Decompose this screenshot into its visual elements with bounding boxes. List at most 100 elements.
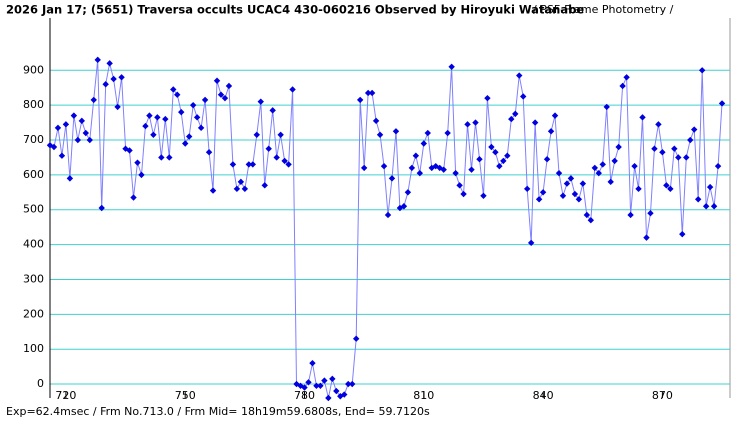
data-point [623,74,630,81]
data-point [158,154,165,161]
data-point [714,162,722,170]
y-tick-label: 800 [23,98,44,111]
data-point [201,96,209,104]
y-tick-label: 600 [23,168,44,181]
data-point [555,169,563,177]
light-curve [49,59,723,399]
data-point [563,180,571,187]
data-point [237,178,245,186]
data-point [305,379,312,386]
data-point [547,128,555,135]
data-point [527,239,535,247]
data-point [607,178,614,186]
data-point [631,162,638,170]
data-point [325,394,332,402]
data-point [472,119,479,126]
data-point [213,77,221,84]
y-tick-label: 200 [23,307,44,320]
data-point [679,230,686,238]
data-point [575,196,583,203]
x-tick-label: 810 [413,389,434,402]
data-point [420,140,428,147]
data-point [683,154,690,161]
data-point [603,103,610,111]
chart-title: 2026 Jan 17; (5651) Traversa occults UCA… [6,3,584,17]
data-point [185,133,193,140]
data-point [249,161,257,168]
data-point [329,375,336,383]
data-point [583,211,591,219]
chart-subtitle: / PSF-Frame Photometry / [533,3,674,16]
data-point [694,196,702,203]
data-point [126,147,133,154]
data-point [460,190,467,198]
data-point [82,129,89,137]
data-point [651,145,658,152]
data-point [50,143,58,151]
data-point [197,124,205,132]
data-point [639,114,646,121]
y-tick-label: 0 [37,377,44,390]
data-point [269,107,276,114]
data-point [659,149,666,156]
data-point [599,161,606,168]
data-point [448,63,455,71]
data-point [62,121,70,128]
data-point [86,136,93,144]
data-point [488,143,495,151]
data-point [504,152,511,159]
data-point [392,128,400,135]
data-point [647,210,654,217]
data-point [154,114,161,121]
data-point [535,196,543,203]
data-point [106,60,113,67]
data-point [182,140,189,147]
data-point [189,101,197,109]
data-point [452,169,459,177]
y-tick-label: 700 [23,133,44,146]
data-point [257,98,264,105]
data-point [484,94,491,102]
data-point [496,162,503,170]
data-point [643,234,650,241]
data-point [352,335,360,342]
data-point [543,155,551,163]
data-point [591,164,598,172]
data-point [193,114,201,121]
data-point [404,189,412,196]
data-point [245,161,253,168]
data-point [142,122,149,130]
data-point [416,169,424,177]
data-point [54,124,62,132]
data-point [225,82,233,90]
x-tick-label: 840 [533,389,554,402]
data-point [380,162,388,170]
data-point [229,161,237,168]
data-point [309,359,316,367]
data-point [94,56,101,64]
data-point [58,152,66,159]
data-point [122,145,129,152]
data-point [444,129,451,137]
data-point [333,387,340,395]
data-point [520,93,527,100]
data-point [663,182,670,189]
data-point [551,112,559,119]
data-point [70,112,78,119]
y-tick-label: 500 [23,203,44,216]
data-point [364,89,372,97]
data-point [611,157,618,165]
data-point [162,115,169,123]
data-point [718,100,726,107]
data-point [285,161,292,168]
data-point [480,192,487,199]
data-point [571,190,579,198]
data-point [687,136,694,144]
data-point [710,203,718,210]
data-point [356,96,364,104]
data-point [627,211,634,219]
data-point [691,126,698,133]
data-point [281,157,288,165]
